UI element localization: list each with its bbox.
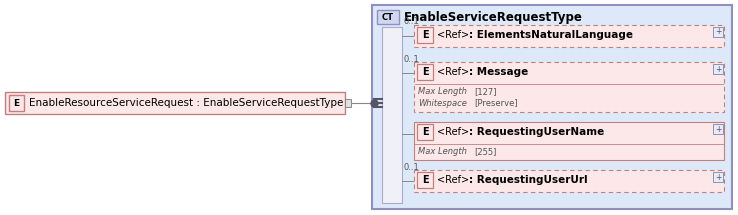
Bar xyxy=(414,62,724,112)
Text: +: + xyxy=(715,28,721,37)
Bar xyxy=(713,27,723,37)
Text: E: E xyxy=(421,67,428,77)
Bar xyxy=(417,172,433,188)
Bar xyxy=(713,172,723,182)
Bar xyxy=(417,64,433,80)
Bar xyxy=(417,124,433,140)
Text: [255]: [255] xyxy=(474,147,497,157)
Text: +: + xyxy=(715,124,721,134)
Text: +: + xyxy=(715,172,721,181)
Text: : ElementsNaturalLanguage: : ElementsNaturalLanguage xyxy=(469,30,633,40)
Bar xyxy=(9,95,24,111)
Text: [Preserve]: [Preserve] xyxy=(474,98,517,108)
Text: CT: CT xyxy=(382,12,394,22)
Text: : RequestingUserUrl: : RequestingUserUrl xyxy=(469,175,587,185)
Bar xyxy=(713,64,723,74)
Text: 0..1: 0..1 xyxy=(404,163,420,172)
Bar xyxy=(417,27,433,43)
Text: E: E xyxy=(13,98,20,108)
Text: 0..1: 0..1 xyxy=(404,17,420,26)
Text: +: + xyxy=(715,64,721,74)
Bar xyxy=(414,25,724,47)
Bar xyxy=(382,27,402,203)
Text: 0..1: 0..1 xyxy=(404,54,420,63)
Text: E: E xyxy=(421,175,428,185)
Bar xyxy=(372,5,732,209)
Bar xyxy=(377,10,399,24)
Text: Max Length: Max Length xyxy=(418,88,467,97)
Text: <Ref>: <Ref> xyxy=(437,127,469,137)
Bar xyxy=(5,92,345,114)
Text: E: E xyxy=(421,127,428,137)
Text: <Ref>: <Ref> xyxy=(437,30,469,40)
Text: <Ref>: <Ref> xyxy=(437,175,469,185)
Bar xyxy=(414,170,724,192)
Text: [127]: [127] xyxy=(474,88,497,97)
Text: Max Length: Max Length xyxy=(418,147,467,157)
Text: : RequestingUserName: : RequestingUserName xyxy=(469,127,604,137)
Bar xyxy=(713,124,723,134)
Text: E: E xyxy=(421,30,428,40)
Text: <Ref>: <Ref> xyxy=(437,67,469,77)
Text: : Message: : Message xyxy=(469,67,528,77)
Text: EnableResourceServiceRequest : EnableServiceRequestType: EnableResourceServiceRequest : EnableSer… xyxy=(29,98,343,108)
Bar xyxy=(414,122,724,160)
Text: Whitespace: Whitespace xyxy=(418,98,467,108)
Bar xyxy=(345,99,351,107)
Text: EnableServiceRequestType: EnableServiceRequestType xyxy=(404,11,583,23)
